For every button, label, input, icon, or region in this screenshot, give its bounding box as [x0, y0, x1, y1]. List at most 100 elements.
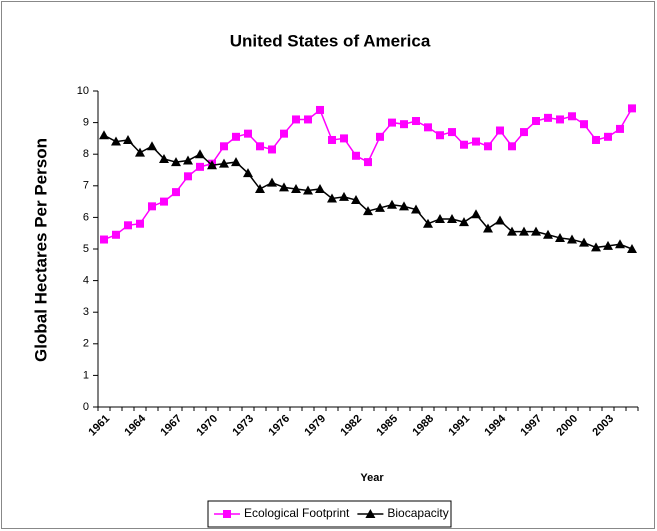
data-point [256, 142, 264, 151]
data-point [616, 124, 624, 133]
data-point [303, 185, 313, 195]
data-point [171, 157, 181, 167]
y-tick-label: 8 [83, 148, 89, 160]
data-point [592, 135, 600, 144]
data-point [160, 197, 168, 206]
data-point [159, 153, 169, 163]
data-point [556, 115, 564, 124]
data-point [112, 230, 120, 239]
data-point [411, 204, 421, 214]
data-point [135, 147, 145, 157]
x-axis-label: Year [360, 472, 384, 484]
data-point [183, 155, 193, 165]
data-point [147, 141, 157, 151]
data-point [195, 149, 205, 159]
data-point [388, 118, 396, 127]
data-point [375, 202, 385, 212]
data-point [591, 242, 601, 252]
y-tick-label: 6 [83, 211, 89, 223]
legend-box [207, 500, 452, 528]
data-point [279, 182, 289, 192]
data-point [483, 223, 493, 233]
data-point [315, 183, 325, 193]
data-point [423, 218, 433, 228]
data-point [100, 235, 108, 244]
data-point [603, 240, 613, 250]
data-point [555, 232, 565, 242]
data-point [316, 105, 324, 114]
data-point [184, 172, 192, 181]
data-point [459, 217, 469, 227]
data-point [328, 135, 336, 144]
legend-label: Ecological Footprint [244, 506, 350, 520]
data-point [399, 201, 409, 211]
y-axis-label: Global Hectares Per Person [31, 138, 50, 362]
data-point [567, 234, 577, 244]
data-point [363, 206, 373, 216]
data-point [531, 226, 541, 236]
data-point [412, 117, 420, 126]
data-point [243, 168, 253, 178]
data-point [364, 158, 372, 167]
data-point [376, 132, 384, 141]
y-tick-label: 9 [83, 117, 89, 129]
data-point [304, 115, 312, 124]
data-point [207, 160, 217, 170]
y-tick-label: 5 [83, 243, 89, 255]
data-point [448, 128, 456, 137]
data-point [579, 237, 589, 247]
y-tick-label: 7 [83, 180, 89, 192]
data-point [280, 129, 288, 138]
data-point [627, 244, 637, 253]
data-point [340, 134, 348, 143]
data-point [628, 104, 636, 113]
data-point [532, 117, 540, 126]
data-point [136, 219, 144, 228]
data-point [400, 120, 408, 129]
data-point [471, 209, 481, 219]
data-point [352, 151, 360, 160]
data-point [568, 112, 576, 121]
data-point [447, 213, 457, 223]
data-point [472, 137, 480, 146]
data-point [196, 162, 204, 171]
data-point [255, 183, 265, 193]
data-point [435, 213, 445, 223]
data-point [424, 123, 432, 132]
legend-marker [223, 510, 231, 518]
data-point [484, 142, 492, 151]
data-point [615, 239, 625, 249]
y-tick-label: 2 [83, 338, 89, 350]
data-point [436, 131, 444, 140]
y-tick-label: 3 [83, 306, 89, 318]
data-point [507, 226, 517, 236]
legend-label: Biocapacity [387, 506, 448, 520]
data-point [124, 221, 132, 230]
data-point [148, 202, 156, 211]
data-point [172, 188, 180, 197]
y-tick-label: 1 [83, 369, 89, 381]
data-point [520, 128, 528, 137]
data-point [291, 183, 301, 193]
data-point [508, 142, 516, 151]
data-point [339, 191, 349, 201]
data-point [519, 226, 529, 236]
data-point [220, 142, 228, 151]
data-point [231, 157, 241, 167]
data-point [387, 199, 397, 209]
data-point [604, 132, 612, 141]
data-point [292, 115, 300, 124]
data-point [232, 132, 240, 141]
legend-marker [365, 509, 376, 518]
data-point [219, 158, 229, 168]
data-point [580, 120, 588, 129]
data-point [544, 113, 552, 122]
data-point [543, 229, 553, 239]
data-point [111, 136, 121, 146]
data-point [123, 134, 133, 144]
y-tick-label: 0 [83, 401, 89, 413]
data-point [460, 140, 468, 149]
y-tick-label: 10 [77, 85, 89, 97]
